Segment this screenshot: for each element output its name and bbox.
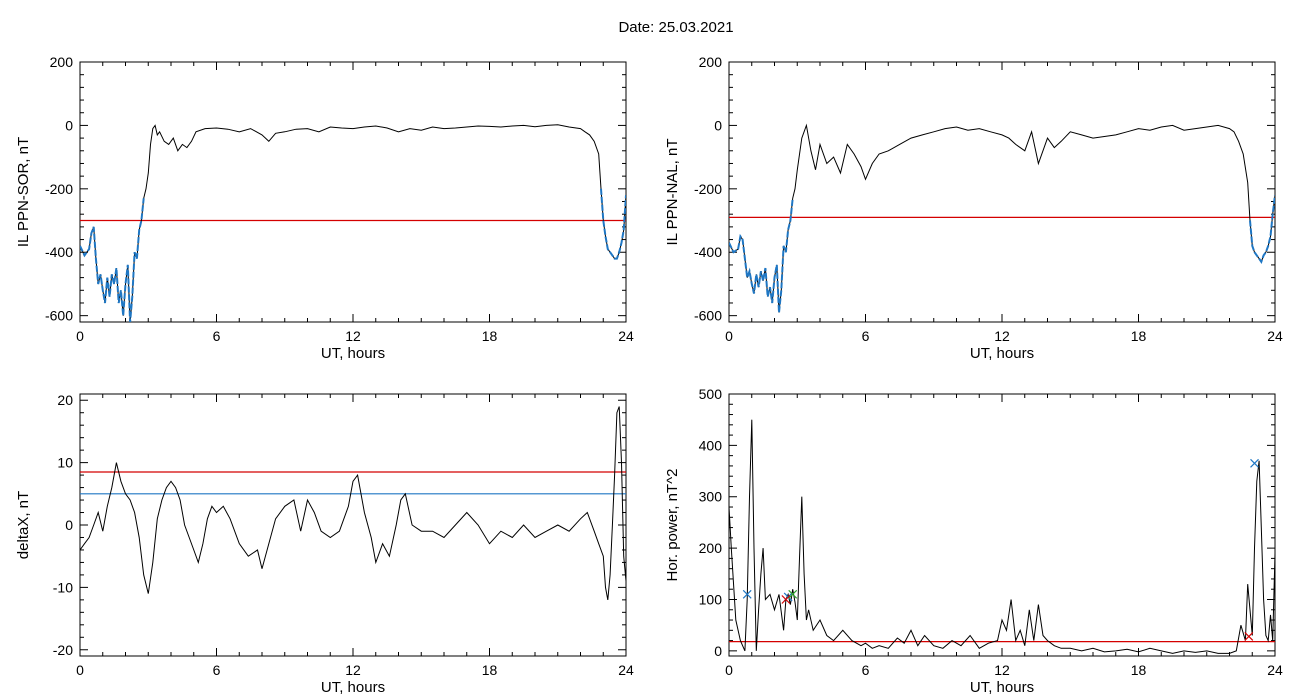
cross-marker: [788, 589, 798, 599]
y-tick-label: -600: [694, 308, 722, 324]
y-tick-label: -400: [45, 244, 73, 260]
y-tick-label: -20: [53, 642, 73, 658]
series-line: [729, 123, 1275, 313]
y-axis-label: IL PPN-SOR, nT: [15, 137, 32, 247]
cross-marker: [781, 595, 791, 604]
plot-frame: [728, 393, 1276, 657]
series-highlight: [1249, 195, 1275, 264]
x-tick-label: 18: [1131, 328, 1147, 344]
series-highlight: [80, 198, 145, 322]
y-tick-label: 0: [65, 117, 73, 133]
x-tick-label: 12: [994, 662, 1010, 678]
x-tick-label: 0: [76, 328, 84, 344]
x-tick-label: 0: [76, 662, 84, 678]
panel-deltax: 0 6 12 18 24 -20 -10 0 10 20 UT, hours deltaX, nT: [15, 392, 634, 696]
plot-frame: [79, 393, 627, 657]
series-line: [80, 124, 626, 322]
y-tick-label: 500: [699, 386, 723, 402]
y-tick-label: -400: [694, 244, 722, 260]
cross-marker: [742, 589, 752, 599]
y-tick-label: -600: [45, 308, 73, 324]
panel-horizontal-power: 0 6 12 18 24 0 100 200 300 400 500 UT, hours Hor. po…: [664, 386, 1283, 696]
y-tick-label: -200: [694, 181, 722, 197]
x-tick-label: 6: [862, 328, 870, 344]
x-axis-label: UT, hours: [970, 345, 1034, 362]
x-tick-label: 6: [213, 662, 221, 678]
x-tick-label: 24: [1267, 662, 1283, 678]
x-tick-label: 0: [725, 328, 733, 344]
cross-marker: [1244, 632, 1254, 641]
series-highlight: [729, 198, 794, 313]
x-axis-label: UT, hours: [321, 345, 385, 362]
y-tick-label: 200: [50, 54, 74, 70]
y-tick-label: 200: [699, 54, 723, 70]
y-tick-label: 100: [699, 591, 723, 607]
plot-frame: [79, 61, 627, 323]
panel-il-ppn-sor: 0 6 12 18 24 -600 -400 -200 0 200 UT, hours IL PPN-…: [15, 54, 634, 362]
y-tick-label: 300: [699, 489, 723, 505]
y-axis-label: deltaX, nT: [15, 491, 32, 559]
y-tick-label: -200: [45, 181, 73, 197]
x-axis-label: UT, hours: [321, 679, 385, 696]
y-tick-label: 0: [714, 117, 722, 133]
y-tick-label: 10: [57, 455, 73, 471]
panel-il-ppn-nal: 0 6 12 18 24 -600 -400 -200 0 200 UT, hours IL PPN-…: [664, 54, 1283, 362]
x-tick-label: 24: [1267, 328, 1283, 344]
y-tick-label: 0: [714, 643, 722, 659]
y-tick-label: 0: [65, 517, 73, 533]
x-tick-label: 0: [725, 662, 733, 678]
y-tick-label: 20: [57, 392, 73, 408]
x-tick-label: 12: [345, 662, 361, 678]
y-tick-label: 200: [699, 540, 723, 556]
y-tick-label: 400: [699, 437, 723, 453]
x-tick-label: 24: [618, 662, 634, 678]
y-axis-label: IL PPN-NAL, nT: [664, 139, 681, 246]
y-tick-label: -10: [53, 579, 73, 595]
x-tick-label: 6: [862, 662, 870, 678]
x-tick-label: 24: [618, 328, 634, 344]
series-line: [80, 406, 626, 600]
cross-marker: [1250, 458, 1259, 468]
chart-date-title: Date: 25.03.2021: [618, 19, 734, 36]
x-tick-label: 18: [482, 328, 498, 344]
series-line: [729, 419, 1275, 654]
x-tick-label: 12: [994, 328, 1010, 344]
x-axis-label: UT, hours: [970, 679, 1034, 696]
y-axis-label: Hor. power, nT^2: [664, 469, 681, 582]
series-highlight: [600, 188, 626, 260]
plot-frame: [728, 61, 1276, 323]
x-tick-label: 18: [1131, 662, 1147, 678]
x-tick-label: 18: [482, 662, 498, 678]
x-tick-label: 12: [345, 328, 361, 344]
x-tick-label: 6: [213, 328, 221, 344]
